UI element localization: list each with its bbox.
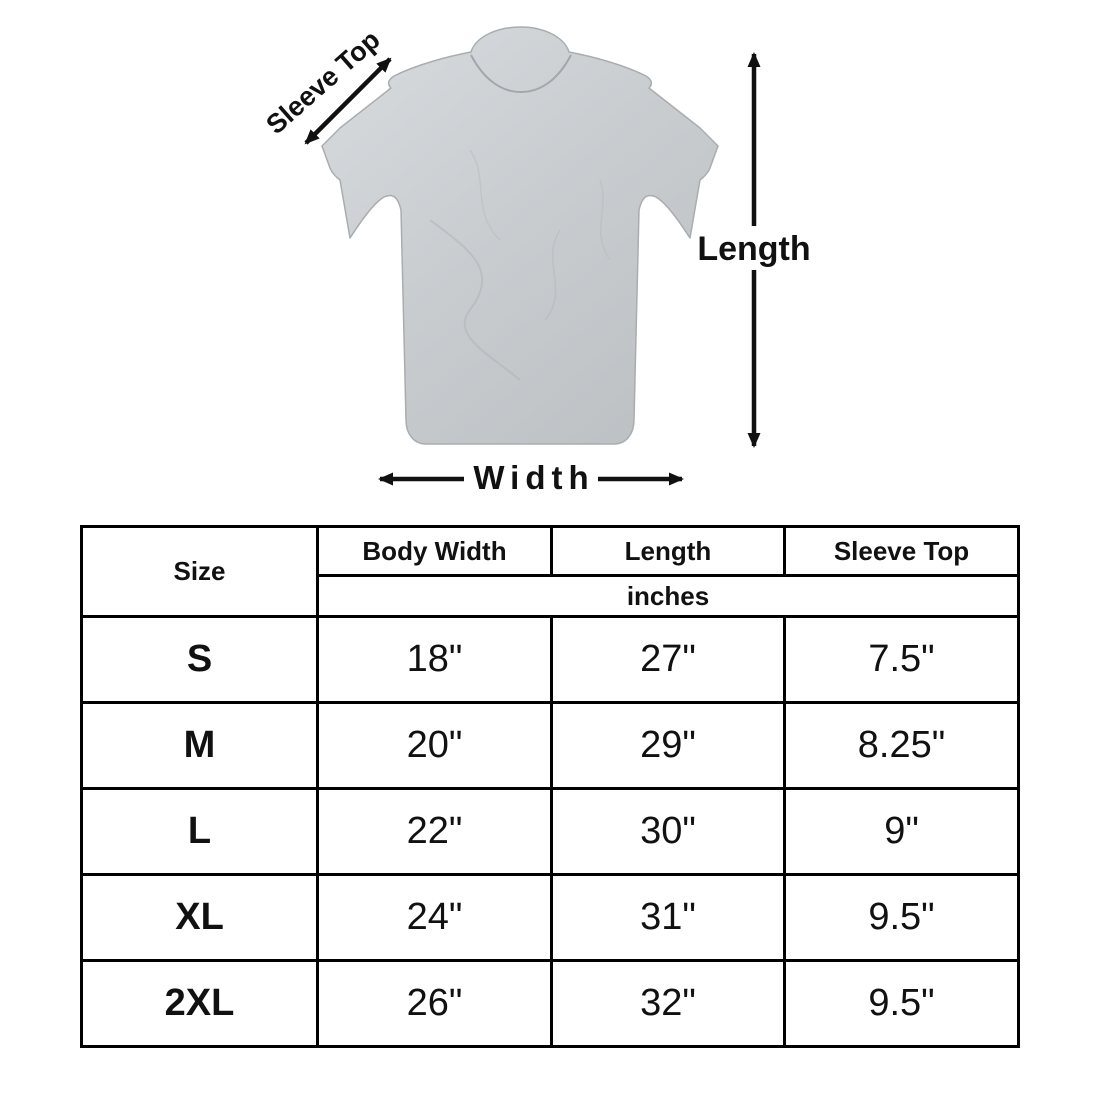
svg-text:Width: Width (473, 459, 594, 496)
svg-text:Length: Length (697, 230, 810, 268)
